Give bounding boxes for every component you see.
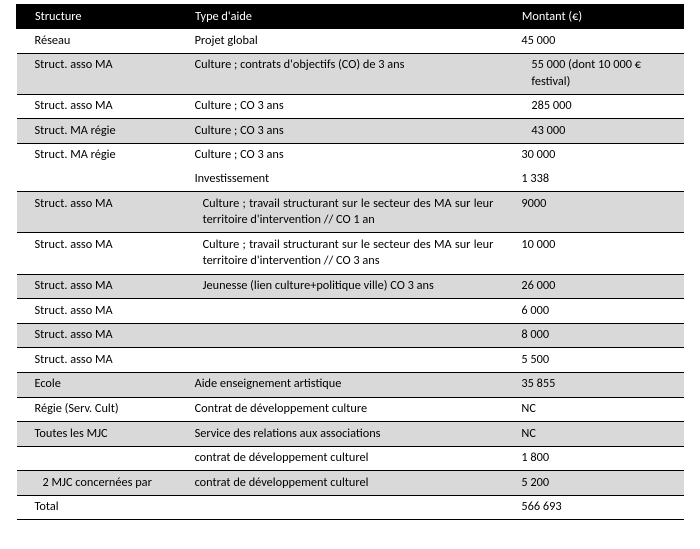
cell-type — [177, 495, 504, 520]
col-header-type: Type d'aide — [177, 5, 504, 29]
table-row: Régie (Serv. Cult)Contrat de développeme… — [17, 397, 684, 422]
table-row: Struct. asso MACulture ; contrats d'obje… — [17, 53, 684, 94]
cell-structure: Struct. MA régie — [17, 143, 177, 167]
cell-structure: Réseau — [17, 29, 177, 54]
table-row: Struct. asso MACulture ; travail structu… — [17, 233, 684, 274]
table-row: Struct. asso MACulture ; travail structu… — [17, 192, 684, 233]
cell-type — [177, 348, 504, 373]
cell-structure: Struct. asso MA — [17, 348, 177, 373]
cell-type: Culture ; CO 3 ans — [177, 143, 504, 167]
cell-type: Investissement — [177, 168, 504, 192]
table-row: Investissement1 338 — [17, 168, 684, 192]
col-header-montant: Montant (€) — [503, 5, 683, 29]
cell-montant: 1 800 — [503, 446, 683, 471]
table-row: Struct. asso MA 8 000 — [17, 323, 684, 348]
cell-structure: Total — [17, 495, 177, 520]
cell-montant: 35 855 — [503, 372, 683, 397]
table-row: Struct. asso MACulture ; CO 3 ans285 000 — [17, 94, 684, 119]
cell-structure — [17, 446, 177, 471]
cell-type: Projet global — [177, 29, 504, 54]
cell-type: Culture ; travail structurant sur le sec… — [177, 192, 504, 233]
cell-type: Aide enseignement artistique — [177, 372, 504, 397]
cell-structure: Struct. asso MA — [17, 192, 177, 233]
cell-type — [177, 323, 504, 348]
cell-type: Culture ; CO 3 ans — [177, 94, 504, 119]
cell-type — [177, 299, 504, 324]
cell-montant: 5 500 — [503, 348, 683, 373]
cell-structure — [17, 168, 177, 192]
cell-structure: Struct. asso MA — [17, 53, 177, 94]
cell-type: Culture ; contrats d'objectifs (CO) de 3… — [177, 53, 504, 94]
cell-montant: 1 338 — [503, 168, 683, 192]
cell-montant: NC — [503, 397, 683, 422]
cell-montant: 566 693 — [503, 495, 683, 520]
cell-montant: 55 000 (dont 10 000 € festival) — [503, 53, 683, 94]
cell-montant: 26 000 — [503, 274, 683, 299]
cell-type: Jeunesse (lien culture+politique ville) … — [177, 274, 504, 299]
aide-table: Structure Type d'aide Montant (€) Réseau… — [16, 4, 684, 520]
cell-montant: 285 000 — [503, 94, 683, 119]
table-row: EcoleAide enseignement artistique35 855 — [17, 372, 684, 397]
cell-type: Service des relations aux associations — [177, 422, 504, 447]
table-row: contrat de développement culturel1 800 — [17, 446, 684, 471]
cell-structure: Struct. MA régie — [17, 119, 177, 144]
cell-montant: NC — [503, 422, 683, 447]
table-row: Struct. MA régieCulture ; CO 3 ans30 000 — [17, 143, 684, 167]
cell-type: Culture ; CO 3 ans — [177, 119, 504, 144]
col-header-structure: Structure — [17, 5, 177, 29]
table-row: Struct. asso MA 6 000 — [17, 299, 684, 324]
cell-montant: 43 000 — [503, 119, 683, 144]
cell-type: Culture ; travail structurant sur le sec… — [177, 233, 504, 274]
cell-structure: Struct. asso MA — [17, 233, 177, 274]
cell-structure: Struct. asso MA — [17, 94, 177, 119]
cell-montant: 9000 — [503, 192, 683, 233]
cell-structure: Struct. asso MA — [17, 299, 177, 324]
cell-type: contrat de développement culturel — [177, 471, 504, 496]
cell-structure: Struct. asso MA — [17, 323, 177, 348]
cell-montant: 8 000 — [503, 323, 683, 348]
cell-type: contrat de développement culturel — [177, 446, 504, 471]
cell-montant: 30 000 — [503, 143, 683, 167]
cell-montant: 6 000 — [503, 299, 683, 324]
cell-structure: Toutes les MJC — [17, 422, 177, 447]
cell-structure: Régie (Serv. Cult) — [17, 397, 177, 422]
table-row: Struct. asso MAJeunesse (lien culture+po… — [17, 274, 684, 299]
table-header-row: Structure Type d'aide Montant (€) — [17, 5, 684, 29]
table-row: 2 MJC concernées parcontrat de développe… — [17, 471, 684, 496]
cell-montant: 45 000 — [503, 29, 683, 54]
cell-structure: Ecole — [17, 372, 177, 397]
table-row: Total 566 693 — [17, 495, 684, 520]
table-row: RéseauProjet global45 000 — [17, 29, 684, 54]
cell-structure: 2 MJC concernées par — [17, 471, 177, 496]
cell-structure: Struct. asso MA — [17, 274, 177, 299]
cell-montant: 10 000 — [503, 233, 683, 274]
cell-montant: 5 200 — [503, 471, 683, 496]
table-row: Toutes les MJCService des relations aux … — [17, 422, 684, 447]
table-row: Struct. asso MA 5 500 — [17, 348, 684, 373]
cell-type: Contrat de développement culture — [177, 397, 504, 422]
table-row: Struct. MA régieCulture ; CO 3 ans43 000 — [17, 119, 684, 144]
